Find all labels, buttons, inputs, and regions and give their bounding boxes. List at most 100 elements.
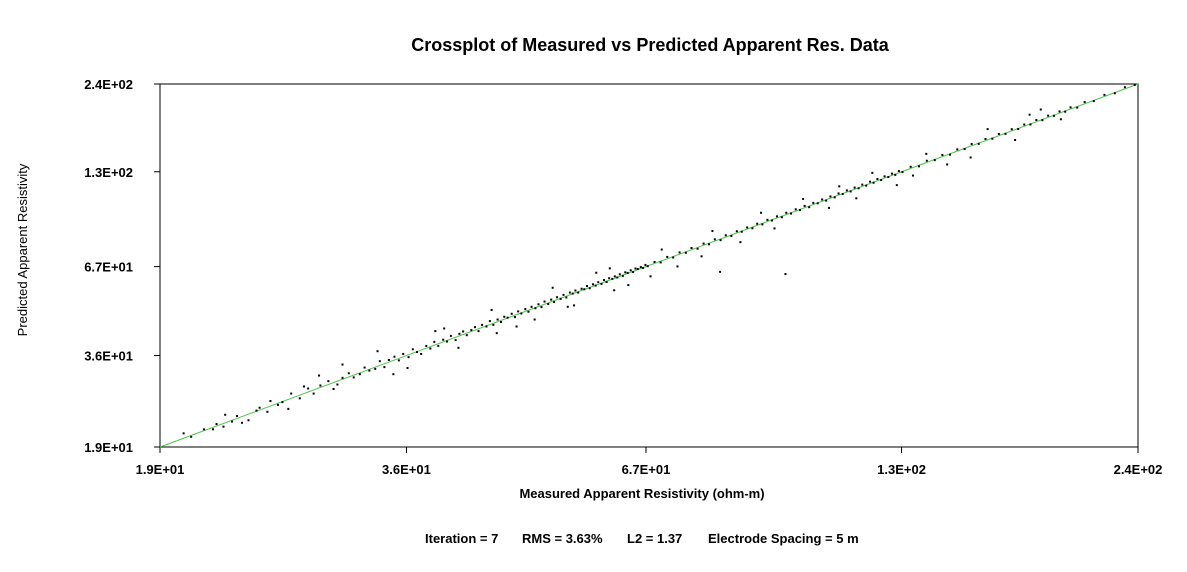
data-point — [794, 208, 797, 211]
data-point — [492, 323, 495, 326]
data-point — [513, 316, 516, 319]
data-point — [653, 260, 656, 263]
data-point — [849, 190, 852, 193]
data-point — [446, 340, 449, 343]
y-tick-label: 3.6E+01 — [84, 349, 133, 364]
y-tick-label: 2.4E+02 — [84, 77, 133, 92]
data-point — [751, 227, 754, 230]
data-point — [785, 211, 788, 214]
data-point — [470, 329, 473, 332]
data-point — [499, 321, 502, 324]
electrode-spacing-stat: Electrode Spacing = 5 m — [708, 531, 859, 546]
data-point — [503, 315, 506, 318]
data-point — [302, 385, 305, 388]
data-point — [627, 284, 630, 287]
data-point — [550, 298, 553, 301]
data-point — [224, 413, 227, 416]
data-point — [1035, 119, 1038, 122]
data-point — [327, 380, 330, 383]
data-point — [383, 366, 386, 369]
y-tick-label: 1.9E+01 — [84, 440, 133, 455]
data-point — [591, 283, 594, 286]
data-point — [287, 407, 290, 410]
data-point — [696, 247, 699, 250]
x-tick-label: 1.9E+01 — [136, 462, 185, 477]
data-point — [766, 218, 769, 221]
data-point — [925, 159, 928, 162]
data-point — [611, 277, 614, 280]
data-point — [429, 347, 432, 350]
data-point — [773, 227, 776, 230]
data-point — [901, 170, 904, 173]
data-point — [626, 271, 629, 274]
data-point — [553, 301, 556, 304]
data-point — [1047, 114, 1050, 117]
data-point — [490, 308, 493, 311]
data-point — [608, 277, 611, 280]
data-point — [672, 256, 675, 259]
data-point — [644, 263, 647, 266]
data-point — [799, 209, 802, 212]
data-point — [871, 171, 874, 174]
data-point — [713, 238, 716, 241]
data-point — [358, 373, 361, 376]
data-point — [407, 356, 410, 359]
iteration-stat: Iteration = 7 — [425, 531, 498, 546]
data-point — [281, 401, 284, 404]
data-point — [977, 142, 980, 145]
data-point — [1069, 106, 1072, 109]
data-point — [298, 397, 301, 400]
data-point — [632, 271, 635, 274]
data-point — [933, 159, 936, 162]
data-point — [1029, 123, 1032, 126]
data-point — [332, 387, 335, 390]
data-point — [534, 307, 537, 310]
data-point — [562, 293, 565, 296]
data-point — [190, 435, 193, 438]
data-point — [374, 367, 377, 370]
y-axis-label: Predicted Apparent Resistivity — [15, 163, 30, 336]
data-point — [946, 163, 949, 166]
data-point — [746, 226, 749, 229]
data-point — [420, 352, 423, 355]
data-point — [865, 184, 868, 187]
data-point — [402, 352, 405, 355]
data-point — [660, 248, 663, 251]
data-point — [876, 177, 879, 180]
data-point — [247, 419, 250, 422]
data-point — [266, 410, 269, 413]
data-point — [760, 211, 763, 214]
data-point — [636, 267, 639, 270]
data-point — [841, 192, 844, 195]
data-point — [352, 376, 355, 379]
data-point — [319, 384, 322, 387]
data-point — [949, 153, 952, 156]
l2-stat: L2 = 1.37 — [627, 531, 682, 546]
data-point — [616, 276, 619, 279]
one-to-one-reference-line — [159, 83, 1139, 448]
data-point — [568, 291, 571, 294]
data-point — [312, 392, 315, 395]
data-point — [517, 310, 520, 313]
data-point — [258, 406, 261, 409]
data-point — [485, 325, 488, 328]
data-point — [577, 291, 580, 294]
data-point — [600, 282, 603, 285]
data-point — [540, 306, 543, 309]
data-point — [646, 265, 649, 268]
data-point — [368, 369, 371, 372]
data-point — [510, 312, 513, 315]
data-point — [911, 174, 914, 177]
data-point — [969, 156, 972, 159]
data-point — [833, 196, 836, 199]
data-point — [678, 251, 681, 254]
data-point — [496, 318, 499, 321]
data-point — [454, 339, 457, 342]
data-point — [458, 332, 461, 335]
data-point — [236, 414, 239, 417]
data-point — [551, 286, 554, 289]
data-point — [1023, 123, 1026, 126]
data-point — [1028, 113, 1031, 116]
data-point — [222, 425, 225, 428]
